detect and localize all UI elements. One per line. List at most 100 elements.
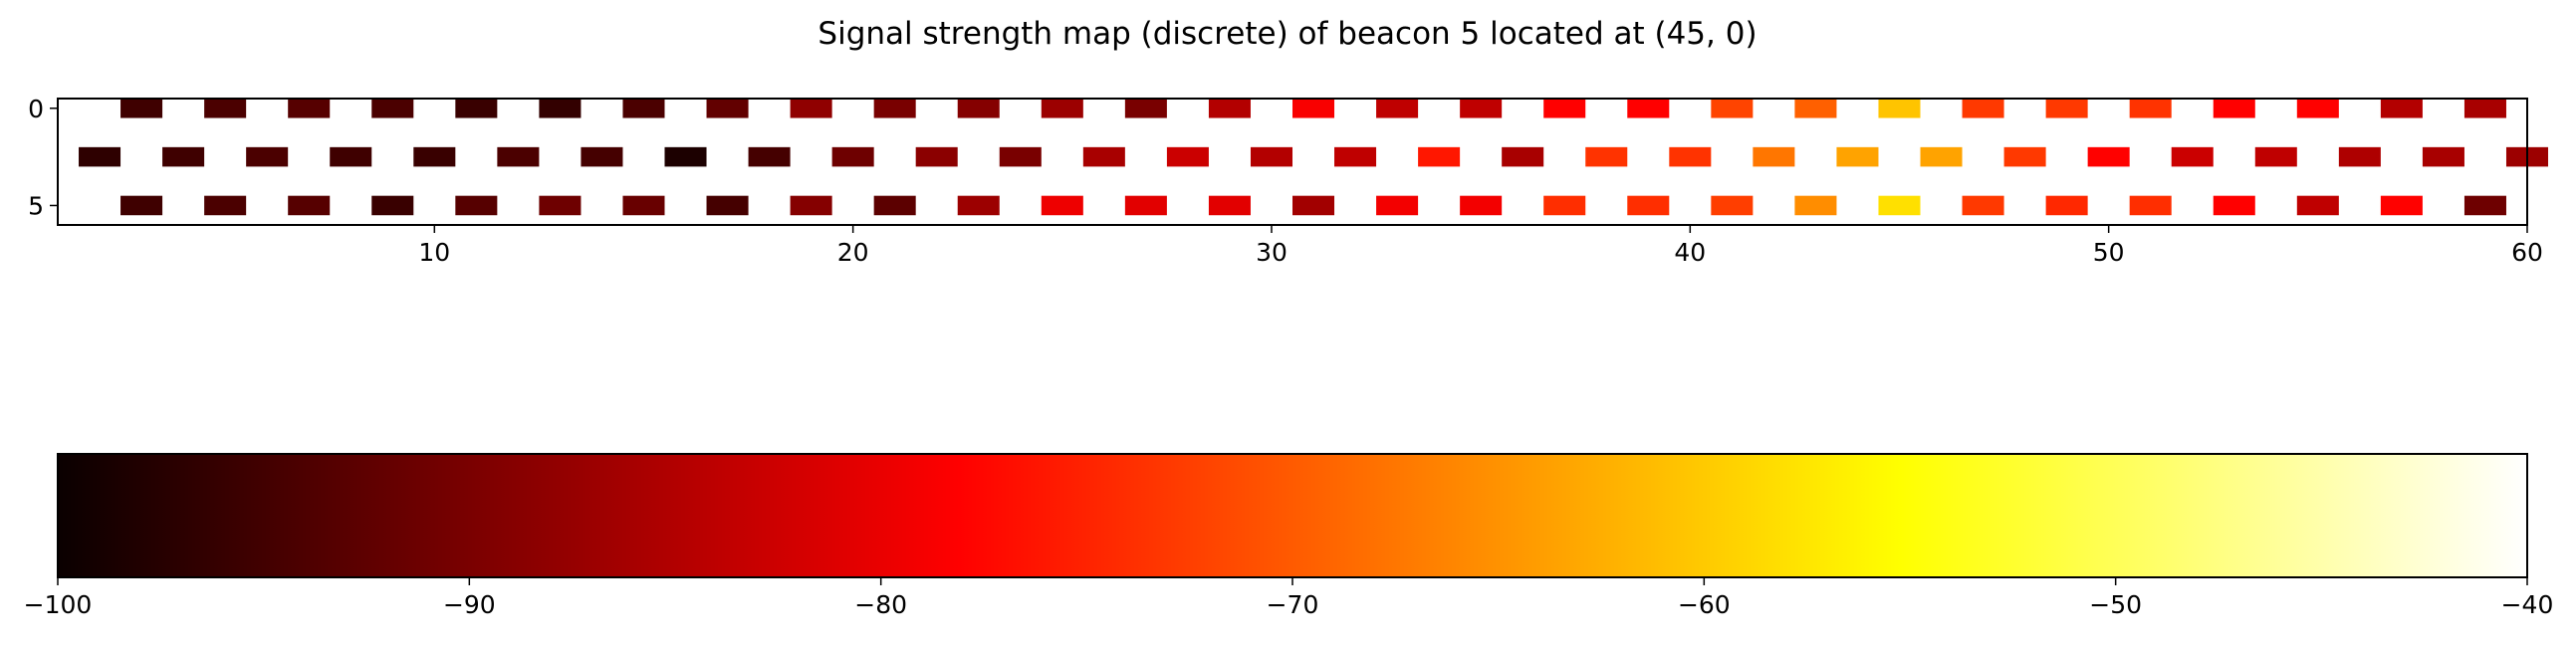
- heatmap-cell: [2129, 99, 2172, 118]
- heatmap-cell: [1627, 195, 1670, 216]
- heatmap-cell: [2296, 99, 2339, 118]
- heatmap-cell: [2380, 99, 2423, 118]
- heatmap-cell: [371, 99, 414, 118]
- heatmap-cell: [2087, 146, 2130, 167]
- chart-title: Signal strength map (discrete) of beacon…: [818, 16, 1756, 52]
- heatmap-cell: [1418, 146, 1461, 167]
- heatmap-cell: [957, 195, 1000, 216]
- heatmap-cell: [204, 99, 247, 118]
- heatmap-cell: [2463, 99, 2506, 118]
- heatmap-cell: [2171, 146, 2214, 167]
- colorbar-tick-label: −60: [1678, 590, 1731, 619]
- heatmap-cell: [1878, 195, 1921, 216]
- colorbar-gradient: [58, 454, 2527, 577]
- heatmap-cell: [748, 146, 791, 167]
- heatmap-cell: [1250, 146, 1292, 167]
- heatmap-cell: [2045, 195, 2088, 216]
- heatmap-cells: [79, 99, 2549, 216]
- heatmap-cell: [1041, 195, 1083, 216]
- heatmap-cell: [120, 99, 163, 118]
- heatmap-cell: [371, 195, 414, 216]
- heatmap-cell: [1794, 195, 1837, 216]
- heatmap-cell: [2129, 195, 2172, 216]
- colorbar-tick-label: −80: [854, 590, 907, 619]
- heatmap-cell: [79, 146, 121, 167]
- heatmap-cell: [2213, 195, 2255, 216]
- heatmap-cell: [2254, 146, 2297, 167]
- y-tick-label: 0: [28, 95, 44, 123]
- heatmap-cell: [2422, 146, 2464, 167]
- heatmap-cell: [1460, 195, 1503, 216]
- heatmap-cell: [1502, 146, 1544, 167]
- x-tick-label: 20: [837, 238, 869, 267]
- heatmap-cell: [1376, 195, 1419, 216]
- heatmap-cell: [2338, 146, 2381, 167]
- heatmap-cell: [1376, 99, 1419, 118]
- heatmap-cell: [162, 146, 205, 167]
- heatmap-cell: [581, 146, 623, 167]
- heatmap-cell: [790, 195, 832, 216]
- colorbar: −100 −90 −80 −70 −60 −50 −40: [24, 453, 2554, 619]
- heatmap-cell: [1920, 146, 1963, 167]
- heatmap-cell: [120, 195, 163, 216]
- heatmap-cell: [1292, 99, 1335, 118]
- heatmap-cell: [1208, 99, 1251, 118]
- heatmap-cell: [1208, 195, 1251, 216]
- colorbar-tick-label: −90: [443, 590, 496, 619]
- heatmap-cell: [539, 99, 582, 118]
- heatmap-cell: [2463, 195, 2506, 216]
- x-tick-label: 10: [418, 238, 450, 267]
- heatmap-cell: [1794, 99, 1837, 118]
- heatmap-cell: [204, 195, 247, 216]
- heatmap-cell: [1962, 195, 2004, 216]
- heatmap-frame: [57, 98, 2528, 226]
- heatmap-cell: [1124, 195, 1167, 216]
- x-tick-label: 30: [1256, 238, 1288, 267]
- heatmap-cell: [622, 195, 665, 216]
- heatmap-cell: [1585, 146, 1628, 167]
- heatmap-cell: [497, 146, 540, 167]
- heatmap-cell: [1124, 99, 1167, 118]
- x-tick-label: 50: [2093, 238, 2125, 267]
- heatmap-cell: [1543, 99, 1586, 118]
- x-axis: 10 20 30 40 50 60: [418, 225, 2543, 267]
- heatmap-cell: [539, 195, 582, 216]
- heatmap-cell: [2380, 195, 2423, 216]
- heatmap-cell: [455, 99, 498, 118]
- heatmap-cell: [1753, 146, 1795, 167]
- heatmap-cell: [1543, 195, 1586, 216]
- heatmap-cell: [2296, 195, 2339, 216]
- colorbar-tick-label: −40: [2501, 590, 2554, 619]
- heatmap-cell: [1041, 99, 1083, 118]
- heatmap-cell: [706, 99, 749, 118]
- colorbar-tick-label: −70: [1267, 590, 1319, 619]
- heatmap-cell: [1627, 99, 1670, 118]
- colorbar-axis: −100 −90 −80 −70 −60 −50 −40: [24, 577, 2554, 619]
- y-axis: 05: [28, 95, 58, 220]
- heatmap-cell: [1836, 146, 1879, 167]
- heatmap-cell: [957, 99, 1000, 118]
- heatmap-cell: [455, 195, 498, 216]
- heatmap-cell: [999, 146, 1042, 167]
- heatmap-cell: [1711, 99, 1754, 118]
- heatmap-cell: [873, 195, 916, 216]
- heatmap-cell: [1334, 146, 1377, 167]
- heatmap-cell: [246, 146, 289, 167]
- heatmap-cell: [2003, 146, 2046, 167]
- heatmap-cell: [2045, 99, 2088, 118]
- heatmap-cell: [1292, 195, 1335, 216]
- heatmap-cell: [873, 99, 916, 118]
- y-tick-label: 5: [28, 191, 44, 220]
- heatmap-cell: [1460, 99, 1503, 118]
- heatmap-cell: [288, 195, 331, 216]
- heatmap-cell: [1878, 99, 1921, 118]
- heatmap-cell: [1166, 146, 1209, 167]
- heatmap-cell: [622, 99, 665, 118]
- heatmap-cell: [1711, 195, 1754, 216]
- heatmap-cell: [706, 195, 749, 216]
- heatmap-cell: [288, 99, 331, 118]
- heatmap-cell: [330, 146, 372, 167]
- heatmap-cell: [790, 99, 832, 118]
